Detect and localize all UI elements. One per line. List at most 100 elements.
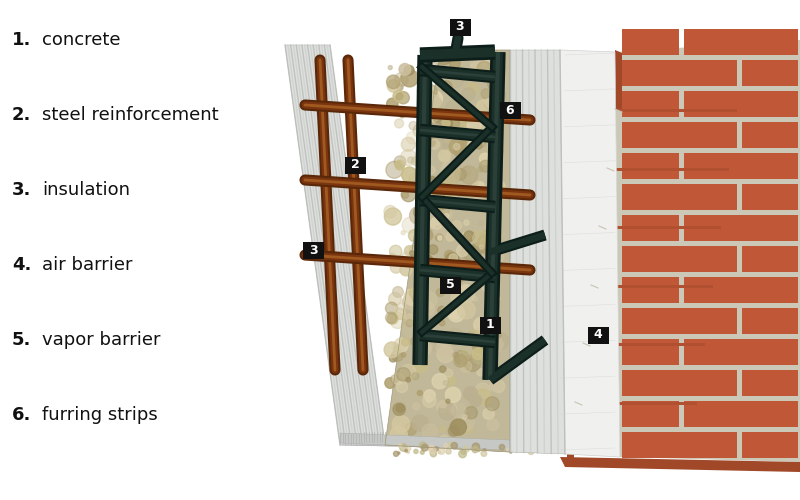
Circle shape [462,166,471,175]
Circle shape [393,90,405,102]
FancyBboxPatch shape [499,102,521,118]
Circle shape [467,117,482,132]
Circle shape [475,389,491,406]
Circle shape [463,446,470,452]
Circle shape [384,208,402,225]
Circle shape [393,403,406,415]
FancyBboxPatch shape [684,91,798,117]
Circle shape [510,451,512,453]
Text: insulation: insulation [42,181,130,199]
Circle shape [410,206,427,224]
FancyBboxPatch shape [622,277,679,303]
Polygon shape [285,45,385,445]
Circle shape [483,448,486,452]
Circle shape [462,232,471,240]
Circle shape [464,355,481,372]
FancyBboxPatch shape [622,308,737,334]
Polygon shape [385,445,565,454]
Circle shape [434,225,446,237]
Circle shape [442,144,447,149]
Polygon shape [615,40,800,462]
Circle shape [462,242,469,248]
Circle shape [396,93,402,100]
FancyBboxPatch shape [684,401,798,427]
Circle shape [426,91,442,106]
Circle shape [453,220,462,230]
FancyBboxPatch shape [622,153,679,179]
Circle shape [438,334,449,345]
Circle shape [449,254,458,262]
Circle shape [464,125,473,134]
Circle shape [446,449,451,454]
Circle shape [411,296,416,300]
Circle shape [410,286,422,298]
Circle shape [451,442,458,449]
Circle shape [414,318,429,333]
Text: 3.: 3. [12,181,31,199]
Circle shape [394,346,400,352]
Circle shape [400,444,407,452]
Circle shape [467,332,474,339]
Circle shape [480,237,490,248]
FancyBboxPatch shape [622,215,679,241]
Circle shape [419,292,437,309]
Circle shape [458,450,466,458]
Circle shape [421,228,432,239]
Circle shape [472,181,486,195]
Circle shape [435,76,444,85]
Circle shape [412,372,419,380]
Circle shape [454,350,469,364]
FancyBboxPatch shape [742,122,798,148]
Circle shape [472,339,486,352]
Circle shape [389,292,402,306]
Circle shape [454,144,460,150]
Circle shape [483,284,490,290]
Circle shape [436,48,452,64]
Circle shape [395,439,400,444]
Text: 3: 3 [309,244,318,256]
FancyBboxPatch shape [622,432,737,458]
Circle shape [426,119,442,134]
Circle shape [476,143,482,149]
Circle shape [454,168,466,180]
Circle shape [402,252,413,263]
Circle shape [437,288,444,296]
Circle shape [425,98,434,108]
Circle shape [492,295,500,303]
Circle shape [476,277,480,281]
Circle shape [400,364,416,380]
Circle shape [477,66,486,76]
Circle shape [438,151,443,156]
Polygon shape [385,50,510,452]
Circle shape [395,160,405,170]
Circle shape [438,127,452,140]
Circle shape [409,230,421,241]
Circle shape [485,103,489,107]
Circle shape [426,194,442,210]
FancyBboxPatch shape [450,18,470,36]
Circle shape [445,369,453,377]
Text: 1.: 1. [12,31,31,49]
Circle shape [478,167,483,172]
Circle shape [456,312,462,318]
Circle shape [451,290,466,306]
Circle shape [442,81,452,92]
Circle shape [390,262,402,273]
Circle shape [442,119,450,127]
Circle shape [420,94,424,98]
Circle shape [420,302,434,316]
Circle shape [448,305,465,322]
Circle shape [422,199,433,209]
Circle shape [393,373,404,384]
Circle shape [422,424,438,440]
Circle shape [424,94,440,110]
Circle shape [386,75,400,89]
Circle shape [457,245,468,256]
Circle shape [494,54,499,59]
Circle shape [387,80,400,92]
Circle shape [477,341,483,347]
Circle shape [410,244,422,256]
Circle shape [402,187,416,202]
Circle shape [417,300,426,310]
Circle shape [406,132,419,144]
